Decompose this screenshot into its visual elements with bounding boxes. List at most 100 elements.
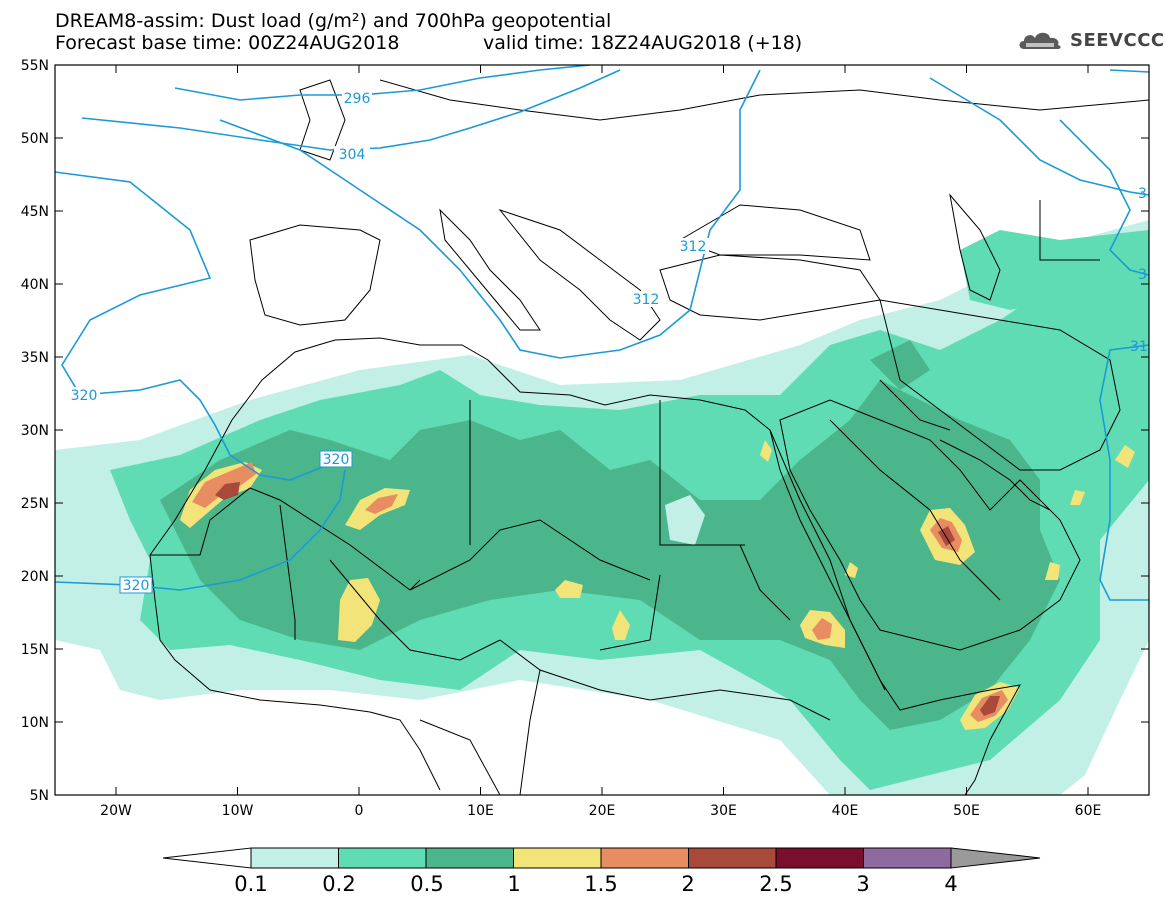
colorbar-box — [863, 847, 952, 869]
lat-label: 50N — [21, 131, 49, 147]
contour-labels: 296 304 312 312 320 320 320 3 3 31 — [68, 90, 1148, 594]
turkey — [659, 254, 881, 321]
lon-label: 0 — [355, 803, 364, 819]
colorbar-box — [513, 847, 602, 869]
lon-label: 50E — [953, 803, 980, 819]
latitude-axis: 55N 50N 45N 40N 35N 30N 25N 20N 15N 10N 5N — [21, 58, 1149, 804]
persian-gulf — [939, 439, 1051, 511]
dust-patch-rd-1 — [215, 482, 240, 500]
map-title: DREAM8-assim: Dust load (g/m²) and 700hP… — [55, 10, 612, 32]
dust-patch-or-5 — [812, 618, 832, 640]
iberia — [249, 224, 381, 326]
contour-label-east-1: 3 — [1138, 186, 1147, 202]
border-8 — [879, 379, 951, 431]
dust-patch-or-1 — [192, 462, 256, 508]
colorbar-box — [688, 847, 777, 869]
colorbar-low-arrow — [162, 847, 252, 869]
contour-296 — [174, 65, 591, 101]
lat-label: 35N — [21, 350, 49, 366]
colorbar-box — [338, 847, 427, 869]
contour-label-304: 304 — [339, 147, 366, 163]
contour-east1 — [929, 77, 1149, 196]
colorbar-label-2: 0.5 — [410, 872, 443, 896]
colorbar-box — [425, 847, 514, 869]
lat-label: 40N — [21, 277, 49, 293]
colorbar-label-3: 1 — [507, 872, 520, 896]
lat-label: 55N — [21, 58, 49, 74]
dust-patch-9 — [1045, 562, 1060, 580]
dust-patch-11 — [845, 562, 858, 578]
seevccc-logo: SEEVCCC — [1016, 27, 1165, 53]
contour-label-312b: 312 — [633, 292, 660, 308]
border-11 — [499, 639, 651, 701]
border-14 — [519, 669, 541, 795]
borders — [149, 79, 1149, 795]
red-sea — [769, 429, 886, 691]
border-9 — [829, 419, 1001, 601]
dust-band-0.2b — [960, 230, 1149, 320]
contour-label-320a: 320 — [71, 388, 98, 404]
contour-east2 — [1059, 119, 1149, 276]
europe-north — [379, 79, 1149, 121]
lat-label: 45N — [21, 204, 49, 220]
uk — [299, 79, 346, 161]
border-13 — [1039, 200, 1100, 261]
colorbar-label-0: 0.1 — [234, 872, 267, 896]
colorbar-box — [775, 847, 864, 869]
colorbar-box — [600, 847, 689, 869]
dust-patch-3 — [338, 578, 380, 642]
lon-label: 20W — [100, 803, 132, 819]
border-3 — [409, 519, 651, 591]
contour-312 — [55, 171, 231, 456]
lon-label: 30E — [710, 803, 737, 819]
border-10 — [329, 559, 501, 661]
lon-label: 40E — [832, 803, 859, 819]
border-1 — [279, 504, 296, 640]
longitude-axis: 20W 10W 0 10E 20E 30E 40E 50E 60E — [100, 65, 1101, 819]
colorbar: 0.1 0.2 0.5 1 1.5 2 2.5 3 4 — [162, 847, 1041, 896]
dust-patch-5 — [612, 610, 630, 640]
lat-label: 5N — [30, 788, 49, 804]
colorbar-label-4: 1.5 — [584, 872, 617, 896]
lat-label: 15N — [21, 642, 49, 658]
dust-patch-or-2 — [365, 494, 398, 514]
valid-time: valid time: 18Z24AUG2018 (+18) — [483, 32, 803, 54]
contour-312b — [219, 69, 761, 359]
lon-label: 60E — [1075, 803, 1102, 819]
border-2 — [150, 487, 421, 591]
iran — [879, 299, 1121, 471]
dust-field — [55, 220, 1149, 795]
border-5 — [599, 574, 661, 651]
lon-label: 20E — [589, 803, 616, 819]
logo-text: SEEVCCC — [1070, 29, 1165, 51]
contour-east3 — [1109, 69, 1149, 73]
west-africa-coast — [149, 554, 441, 791]
contour-label-296: 296 — [344, 91, 371, 107]
lat-label: 25N — [21, 496, 49, 512]
geopotential-contours — [55, 65, 1149, 601]
colorbar-label-7: 3 — [856, 872, 869, 896]
africa-coast — [149, 337, 1021, 795]
dust-patch-10 — [1070, 490, 1085, 505]
cloud-icon — [1019, 32, 1061, 49]
lon-label: 10E — [467, 803, 494, 819]
lon-label: 10W — [222, 803, 254, 819]
dust-patch-12 — [1115, 445, 1135, 468]
black-sea — [678, 204, 871, 261]
lat-label: 10N — [21, 715, 49, 731]
border-7 — [739, 544, 791, 621]
italy — [439, 208, 541, 331]
colorbar-label-1: 0.2 — [322, 872, 355, 896]
contour-east4 — [1099, 344, 1149, 601]
colorbar-label-5: 2 — [681, 872, 694, 896]
caspian — [949, 193, 1001, 301]
dust-patch-4 — [555, 580, 583, 598]
arabia — [779, 399, 1081, 651]
border-12 — [649, 689, 831, 721]
forecast-base-time: Forecast base time: 00Z24AUG2018 — [55, 32, 400, 54]
contour-304 — [81, 69, 621, 151]
lat-label: 30N — [21, 423, 49, 439]
balkans — [498, 208, 661, 341]
contour-label-320b: 320 — [323, 452, 350, 468]
